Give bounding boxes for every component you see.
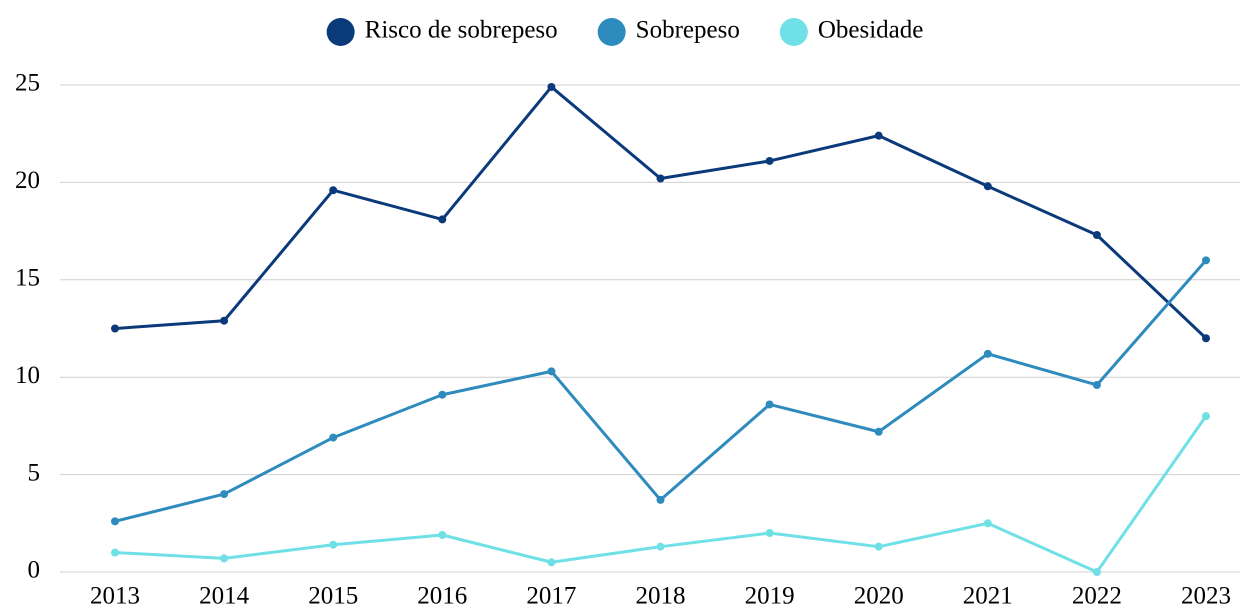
x-tick-label: 2019 bbox=[745, 583, 795, 610]
x-tick-label: 2022 bbox=[1072, 583, 1122, 610]
x-tick-label: 2021 bbox=[963, 583, 1013, 610]
point bbox=[111, 324, 119, 333]
x-tick-label: 2016 bbox=[417, 583, 467, 610]
point bbox=[1202, 412, 1210, 421]
point bbox=[765, 400, 774, 409]
point bbox=[1092, 568, 1101, 576]
point bbox=[983, 519, 992, 528]
legend-label: Risco de sobrepeso bbox=[365, 17, 558, 44]
point bbox=[656, 542, 665, 551]
point bbox=[438, 530, 447, 539]
point bbox=[329, 186, 338, 195]
point bbox=[1092, 380, 1101, 389]
point bbox=[874, 542, 883, 551]
legend-swatch bbox=[779, 18, 808, 46]
point bbox=[220, 316, 229, 325]
legend-swatch bbox=[597, 18, 626, 46]
series-line bbox=[114, 85, 1208, 340]
point bbox=[438, 390, 447, 399]
legend-label: Sobrepeso bbox=[636, 17, 740, 44]
point bbox=[220, 554, 229, 563]
point bbox=[1092, 230, 1101, 239]
point bbox=[1202, 334, 1210, 343]
point bbox=[111, 548, 119, 557]
x-tick-label: 2017 bbox=[526, 583, 576, 610]
point bbox=[656, 174, 665, 183]
series-line bbox=[114, 259, 1208, 523]
point bbox=[983, 349, 992, 358]
point bbox=[765, 156, 774, 165]
point bbox=[1202, 256, 1210, 265]
point bbox=[765, 529, 774, 538]
point bbox=[547, 82, 556, 91]
legend-item: Risco de sobrepeso bbox=[326, 17, 558, 46]
point bbox=[111, 517, 119, 526]
y-tick-label: 0 bbox=[28, 557, 41, 584]
point bbox=[220, 490, 229, 499]
point bbox=[874, 131, 883, 140]
y-tick-label: 25 bbox=[15, 70, 40, 97]
y-tick-label: 20 bbox=[15, 167, 40, 194]
x-tick-label: 2014 bbox=[199, 583, 250, 610]
point bbox=[547, 367, 556, 376]
point bbox=[329, 433, 338, 442]
x-tick-label: 2023 bbox=[1181, 583, 1231, 610]
point bbox=[438, 215, 447, 224]
y-tick-label: 5 bbox=[28, 459, 41, 486]
x-tick-label: 2013 bbox=[90, 583, 140, 610]
legend-item: Sobrepeso bbox=[597, 17, 740, 46]
legend-label: Obesidade bbox=[818, 17, 924, 44]
point bbox=[656, 495, 665, 504]
point bbox=[547, 558, 556, 567]
point bbox=[983, 182, 992, 191]
y-tick-label: 10 bbox=[15, 362, 40, 389]
y-tick-label: 15 bbox=[15, 265, 40, 292]
point bbox=[874, 427, 883, 436]
x-tick-label: 2020 bbox=[854, 583, 904, 610]
x-tick-label: 2015 bbox=[308, 583, 358, 610]
point bbox=[329, 540, 338, 549]
legend-swatch bbox=[326, 18, 355, 46]
x-tick-label: 2018 bbox=[636, 583, 686, 610]
legend-item: Obesidade bbox=[779, 17, 924, 46]
